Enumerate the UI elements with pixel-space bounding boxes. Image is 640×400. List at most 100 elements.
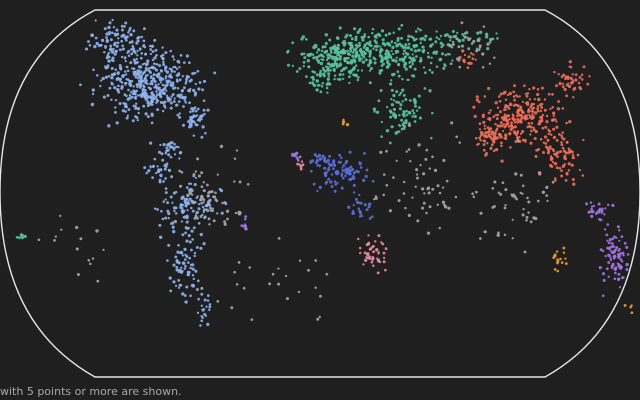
map-point — [181, 75, 184, 78]
map-point — [521, 192, 524, 195]
map-point — [392, 176, 395, 179]
map-point — [206, 183, 209, 187]
map-point — [87, 258, 91, 262]
map-point — [488, 127, 493, 131]
map-point — [173, 209, 176, 213]
map-point — [342, 73, 345, 76]
map-point — [347, 205, 351, 209]
map-point — [434, 52, 438, 56]
map-point — [475, 95, 479, 99]
map-point — [113, 86, 117, 90]
map-point — [238, 180, 242, 184]
map-point — [541, 126, 545, 130]
map-point — [338, 26, 342, 30]
map-point — [486, 47, 490, 51]
map-point — [486, 126, 490, 130]
map-point — [162, 60, 165, 64]
map-point — [201, 205, 205, 209]
map-point — [487, 117, 490, 121]
map-point — [198, 81, 202, 84]
map-point — [372, 107, 377, 111]
map-point — [327, 69, 330, 72]
map-point — [164, 177, 167, 180]
map-point — [171, 226, 175, 229]
map-point — [381, 242, 385, 246]
map-point — [156, 170, 160, 174]
map-point — [225, 209, 230, 213]
map-point — [325, 272, 329, 276]
map-point — [436, 184, 440, 188]
map-point — [442, 66, 446, 71]
map-point — [318, 185, 322, 190]
map-point — [342, 77, 345, 81]
map-point — [342, 49, 346, 53]
map-point — [390, 88, 394, 92]
map-point — [87, 40, 90, 43]
map-point — [91, 257, 95, 260]
map-point — [576, 153, 580, 157]
map-point — [114, 49, 118, 53]
map-point — [339, 63, 343, 67]
map-point — [526, 125, 530, 129]
map-point — [356, 170, 360, 174]
map-point — [92, 68, 95, 72]
map-point — [362, 263, 365, 266]
map-point — [218, 187, 222, 191]
map-point — [169, 49, 173, 53]
map-point — [179, 96, 182, 99]
map-point — [124, 21, 128, 25]
map-point — [172, 280, 176, 284]
map-point — [208, 190, 212, 194]
map-point — [173, 148, 176, 151]
map-point — [540, 119, 543, 122]
map-point — [384, 247, 388, 251]
map-point — [208, 223, 211, 226]
map-point — [170, 67, 173, 71]
map-point — [192, 88, 196, 93]
map-point — [194, 200, 197, 204]
map-point — [134, 75, 138, 79]
map-point — [139, 93, 142, 97]
map-point — [161, 217, 165, 221]
map-point — [556, 107, 561, 111]
map-point — [552, 127, 556, 131]
map-point — [483, 230, 487, 234]
map-point — [143, 166, 147, 170]
map-point — [161, 109, 165, 113]
map-point — [315, 159, 319, 163]
map-point — [321, 154, 325, 158]
map-point — [396, 38, 400, 43]
map-point — [497, 231, 500, 235]
map-point — [536, 199, 540, 203]
map-point — [419, 59, 422, 63]
map-point — [571, 73, 574, 76]
map-point — [203, 216, 207, 220]
map-point — [609, 258, 613, 262]
map-point — [413, 49, 417, 53]
map-point — [144, 92, 148, 96]
map-point — [315, 88, 319, 92]
map-point — [378, 33, 382, 38]
map-point — [171, 55, 175, 58]
map-point — [135, 89, 139, 93]
map-point — [153, 56, 157, 60]
map-point — [184, 231, 187, 235]
map-point — [136, 49, 139, 53]
map-point — [589, 201, 593, 204]
map-point — [295, 69, 299, 73]
map-point — [547, 128, 550, 131]
map-point — [159, 81, 163, 84]
map-point — [428, 68, 432, 72]
map-point — [372, 47, 375, 50]
map-point — [444, 53, 448, 57]
map-point — [411, 115, 414, 118]
map-point — [375, 110, 380, 114]
map-point — [425, 211, 428, 215]
map-point — [441, 43, 445, 47]
map-point — [116, 33, 120, 36]
map-point — [494, 147, 499, 152]
map-point — [488, 62, 492, 65]
map-point — [126, 97, 130, 101]
map-point — [131, 47, 136, 51]
map-point — [175, 258, 179, 262]
